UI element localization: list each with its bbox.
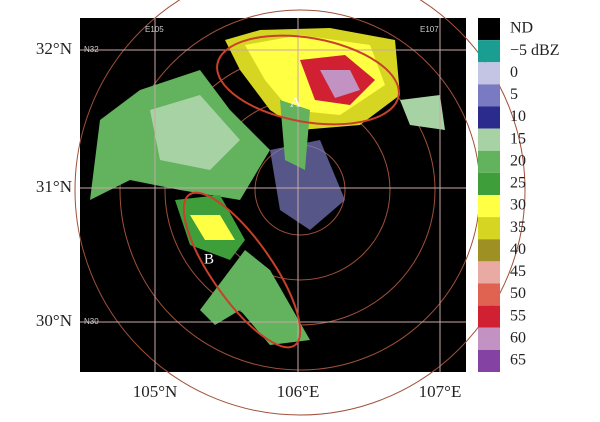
lat-label: 30°N [36,311,72,330]
legend-swatch [478,40,500,63]
legend-label: 45 [510,263,526,280]
annotation: A [290,94,301,110]
legend-label: 20 [510,152,526,169]
legend-swatch [478,128,500,151]
legend-label: 55 [510,307,526,324]
lon-label: 107°E [419,382,462,401]
legend-label: 60 [510,329,526,346]
legend-label: 0 [510,64,518,81]
legend-label: 40 [510,241,526,258]
legend-swatch [478,84,500,107]
lat-label: 32°N [36,39,72,58]
outline-ellipses [182,34,400,349]
legend-swatch [478,283,500,306]
legend-label: −5 dBZ [510,42,559,59]
echoes [90,28,445,345]
legend-label: 30 [510,197,526,214]
legend-swatch [478,327,500,350]
legend-label: ND [510,20,533,37]
legend-swatch [478,195,500,218]
legend-swatch [478,18,500,41]
legend-swatch [478,305,500,328]
legend-swatch [478,239,500,262]
legend-label: 10 [510,108,526,125]
legend-label: 35 [510,219,526,236]
legend-swatch [478,62,500,85]
legend-swatch [478,106,500,129]
legend-label: 25 [510,175,526,192]
legend-swatch [478,217,500,240]
grid-label: E107 [420,25,439,34]
legend: ND −5 dBZ 0 5 10 15 20 25 30 35 40 45 50 55 60 65 [478,18,559,372]
lon-label: 106°E [277,382,320,401]
lon-label: 105°N [133,382,178,401]
legend-swatch [478,349,500,372]
grid-label: N30 [84,317,99,326]
legend-swatch [478,261,500,284]
legend-label: 50 [510,285,526,302]
grid-label: E105 [145,25,164,34]
grid-label: N32 [84,45,99,54]
legend-swatch [478,172,500,195]
legend-swatch [478,150,500,173]
legend-label: 5 [510,86,518,103]
legend-label: 15 [510,130,526,147]
annotation: B [204,251,214,267]
lat-label: 31°N [36,177,72,196]
legend-label: 65 [510,352,526,369]
